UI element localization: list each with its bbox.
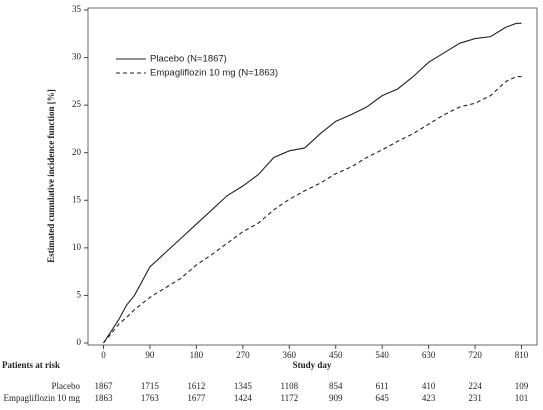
risk-count: 1863 xyxy=(94,393,113,403)
plot-frame xyxy=(87,7,538,346)
x-tick-label: 0 xyxy=(101,350,106,360)
risk-count: 109 xyxy=(515,381,529,391)
x-tick-label: 630 xyxy=(422,350,436,360)
x-tick-label: 360 xyxy=(283,350,297,360)
risk-table-title: Patients at risk xyxy=(2,360,60,370)
risk-count: 101 xyxy=(515,393,529,403)
risk-count: 1345 xyxy=(234,381,253,391)
risk-count: 410 xyxy=(422,381,436,391)
risk-count: 231 xyxy=(468,393,482,403)
x-tick-label: 270 xyxy=(236,350,250,360)
y-axis-label: Estimated cumulative incidence function … xyxy=(46,89,56,263)
y-tick-label: 15 xyxy=(72,194,82,204)
risk-count: 423 xyxy=(422,393,436,403)
x-tick-label: 810 xyxy=(515,350,529,360)
risk-count: 1424 xyxy=(234,393,253,403)
y-tick-label: 30 xyxy=(72,52,82,62)
risk-count: 1612 xyxy=(187,381,205,391)
risk-row-label: Placebo xyxy=(52,381,81,391)
risk-count: 224 xyxy=(468,381,482,391)
risk-count: 1172 xyxy=(280,393,298,403)
y-tick-label: 25 xyxy=(72,99,82,109)
risk-count: 1677 xyxy=(187,393,206,403)
y-tick-label: 5 xyxy=(77,289,82,299)
x-axis-label: Study day xyxy=(293,360,332,370)
legend-label: Empagliflozin 10 mg (N=1863) xyxy=(150,68,278,79)
risk-count: 611 xyxy=(376,381,389,391)
y-tick-label: 10 xyxy=(72,242,82,252)
x-tick-label: 720 xyxy=(468,350,482,360)
x-tick-label: 540 xyxy=(375,350,389,360)
risk-count: 909 xyxy=(329,393,343,403)
risk-count: 1763 xyxy=(141,393,160,403)
risk-count: 645 xyxy=(375,393,389,403)
risk-count: 1715 xyxy=(141,381,160,391)
series-line xyxy=(103,76,522,344)
series-line xyxy=(103,22,522,344)
risk-count: 854 xyxy=(329,381,343,391)
x-tick-label: 180 xyxy=(190,350,204,360)
y-tick-label: 0 xyxy=(77,337,82,347)
x-tick-label: 90 xyxy=(145,350,155,360)
risk-row-label: Empagliflozin 10 mg xyxy=(4,393,81,403)
y-tick-label: 35 xyxy=(72,4,82,14)
y-tick-label: 20 xyxy=(72,147,82,157)
x-tick-label: 450 xyxy=(329,350,343,360)
risk-count: 1867 xyxy=(94,381,113,391)
legend-label: Placebo (N=1867) xyxy=(150,54,227,65)
risk-count: 1108 xyxy=(280,381,298,391)
